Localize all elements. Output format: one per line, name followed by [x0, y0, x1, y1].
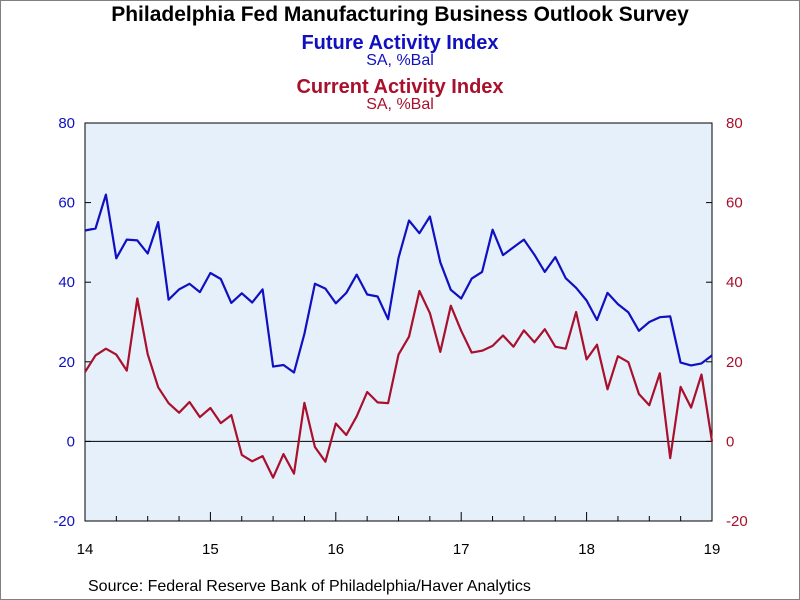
right-y-tick-label: 0 — [726, 433, 734, 450]
left-y-tick-label: 80 — [58, 115, 75, 132]
right-y-tick-label: 20 — [726, 354, 743, 371]
current-series-unit: SA, %Bal — [366, 96, 434, 113]
x-tick-label: 17 — [453, 541, 470, 558]
future-activity-line — [84, 193, 713, 374]
future-series-title: Future Activity Index — [301, 32, 499, 54]
left-y-tick-label: 40 — [58, 274, 75, 291]
source-note: Source: Federal Reserve Bank of Philadel… — [88, 578, 531, 595]
future-series-unit: SA, %Bal — [366, 52, 434, 69]
left-y-tick-label: 0 — [67, 433, 75, 450]
right-y-tick-label: 60 — [726, 195, 743, 212]
right-y-tick-label: -20 — [726, 513, 748, 530]
x-tick-label: 15 — [202, 541, 219, 558]
plot-area — [84, 122, 713, 522]
x-tick-label: 16 — [327, 541, 344, 558]
chart-title: Philadelphia Fed Manufacturing Business … — [111, 3, 689, 26]
left-y-tick-label: 20 — [58, 354, 75, 371]
x-tick-label: 19 — [704, 541, 721, 558]
right-y-tick-label: 80 — [726, 115, 743, 132]
left-y-tick-label: 60 — [58, 195, 75, 212]
current-activity-line — [84, 289, 714, 479]
current-series-title: Current Activity Index — [296, 76, 504, 98]
left-y-tick-label: -20 — [53, 513, 75, 530]
x-tick-label: 18 — [578, 541, 595, 558]
right-y-tick-label: 40 — [726, 274, 743, 291]
x-tick-label: 14 — [77, 541, 94, 558]
